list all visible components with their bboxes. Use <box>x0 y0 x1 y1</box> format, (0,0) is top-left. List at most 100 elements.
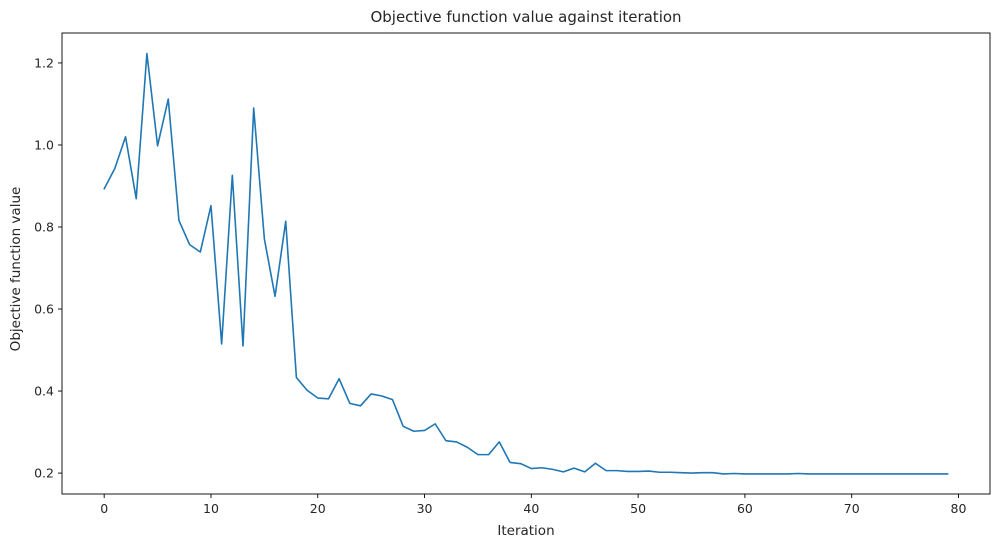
data-point <box>765 473 767 475</box>
data-point <box>157 145 159 147</box>
data-point <box>338 378 340 380</box>
data-point <box>637 471 639 473</box>
data-point <box>627 471 629 473</box>
data-point <box>605 470 607 472</box>
x-tick-label: 80 <box>951 501 967 516</box>
data-point <box>819 473 821 475</box>
data-point <box>733 473 735 475</box>
y-tick-label: 0.8 <box>34 219 54 234</box>
data-point <box>862 473 864 475</box>
data-point <box>904 473 906 475</box>
data-point <box>402 426 404 428</box>
data-point <box>755 473 757 475</box>
y-tick-label: 0.6 <box>34 302 54 317</box>
data-point <box>936 473 938 475</box>
y-tick-label: 0.4 <box>34 384 54 399</box>
data-series-line-0 <box>103 52 949 475</box>
data-point <box>146 53 148 55</box>
y-tick-label: 0.2 <box>34 466 54 481</box>
x-tick-label: 30 <box>417 501 433 516</box>
data-point <box>328 398 330 400</box>
data-point <box>541 467 543 469</box>
x-tick-label: 20 <box>310 501 326 516</box>
data-point <box>274 296 276 298</box>
data-point <box>306 389 308 391</box>
data-point <box>189 244 191 246</box>
data-point <box>285 220 287 222</box>
data-point <box>787 473 789 475</box>
data-point <box>872 473 874 475</box>
data-point <box>894 473 896 475</box>
data-point <box>648 470 650 472</box>
data-point <box>926 473 928 475</box>
data-point <box>125 136 127 138</box>
data-point <box>242 345 244 347</box>
data-point <box>317 397 319 399</box>
data-point <box>221 343 223 345</box>
data-point <box>616 470 618 472</box>
data-point <box>691 472 693 474</box>
data-point <box>915 473 917 475</box>
data-point <box>947 473 949 475</box>
data-point <box>296 377 298 379</box>
data-point <box>381 395 383 397</box>
plot-area: 0 10 20 30 40 50 60 70 80 0.2 0.4 0.6 0.8 1.0 1.2 <box>34 32 991 516</box>
data-point <box>840 473 842 475</box>
chart-title: Objective function value against iterati… <box>370 8 681 26</box>
data-point <box>488 454 490 456</box>
y-tick-label: 1.2 <box>34 55 54 70</box>
data-point <box>466 446 468 448</box>
x-axis-label: Iteration <box>497 523 554 539</box>
data-point <box>114 168 116 170</box>
x-tick-label: 40 <box>523 501 539 516</box>
x-tick-label: 10 <box>203 501 219 516</box>
data-point <box>584 471 586 473</box>
data-point <box>456 441 458 443</box>
data-point <box>712 472 714 474</box>
data-point <box>103 188 105 190</box>
data-point <box>424 430 426 432</box>
data-point <box>669 471 671 473</box>
data-point <box>573 467 575 469</box>
data-point <box>595 462 597 464</box>
data-point <box>210 205 212 207</box>
data-point <box>520 463 522 465</box>
x-tick-label: 70 <box>844 501 860 516</box>
data-point <box>264 238 266 240</box>
data-point <box>360 405 362 407</box>
y-tick-label: 1.0 <box>34 137 54 152</box>
data-point <box>563 471 565 473</box>
data-point <box>509 462 511 464</box>
data-point <box>253 107 255 109</box>
data-point <box>178 220 180 222</box>
data-point <box>659 471 661 473</box>
data-point <box>830 473 832 475</box>
data-point <box>477 454 479 456</box>
y-axis-label: Objective function value <box>8 187 24 352</box>
data-point <box>531 468 533 470</box>
data-point <box>392 399 394 401</box>
data-point <box>798 473 800 475</box>
data-point <box>808 473 810 475</box>
data-point <box>499 441 501 443</box>
x-tick-label: 0 <box>100 501 108 516</box>
data-point <box>701 472 703 474</box>
data-point <box>434 423 436 425</box>
data-point <box>723 473 725 475</box>
data-point <box>776 473 778 475</box>
axes-frame <box>61 32 991 495</box>
data-point <box>851 473 853 475</box>
data-point <box>370 393 372 395</box>
data-point <box>349 403 351 405</box>
data-point <box>883 473 885 475</box>
data-point <box>680 472 682 474</box>
data-point <box>413 430 415 432</box>
data-point <box>744 473 746 475</box>
x-tick-label: 60 <box>737 501 753 516</box>
data-point <box>167 98 169 100</box>
data-point <box>445 440 447 442</box>
data-point <box>232 175 234 177</box>
data-point <box>552 469 554 471</box>
